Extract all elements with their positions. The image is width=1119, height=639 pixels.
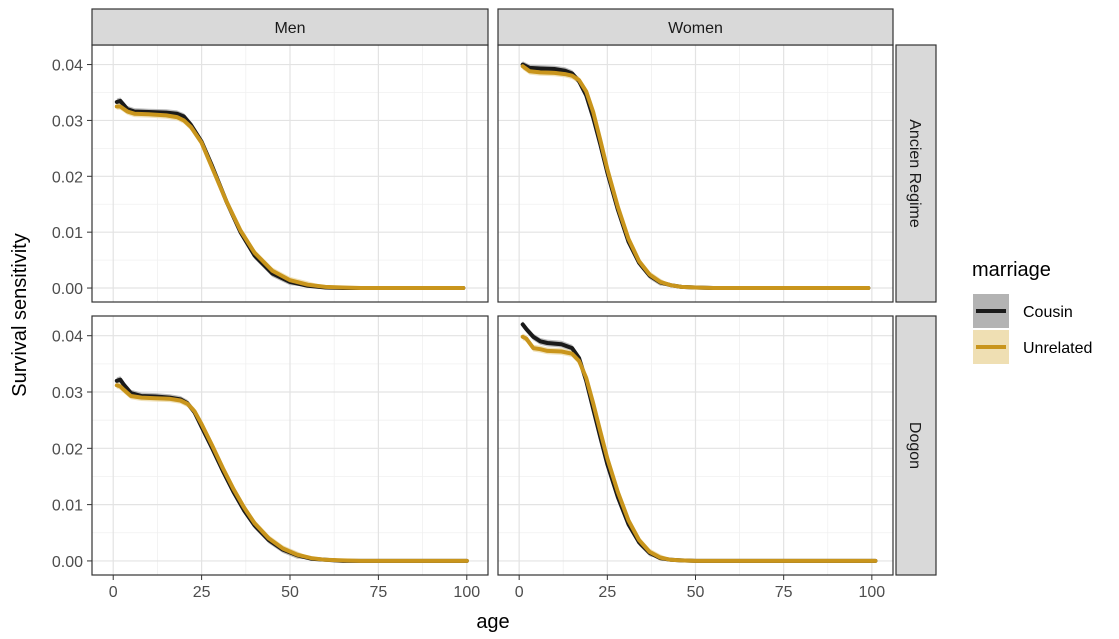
panel-women-ancien-regime xyxy=(497,44,894,303)
facet-strip-men xyxy=(91,8,489,46)
y-tick-label: 0.04 xyxy=(52,329,83,346)
x-tick-label: 0 xyxy=(515,584,524,601)
legend-label: Unrelated xyxy=(1023,340,1092,357)
facet-strip-label: Men xyxy=(274,20,305,37)
legend-title: marriage xyxy=(972,259,1051,281)
y-tick-label: 0.00 xyxy=(52,554,83,571)
legend-label: Cousin xyxy=(1023,304,1073,321)
y-tick-label: 0.03 xyxy=(52,113,83,130)
x-tick-label: 75 xyxy=(369,584,387,601)
y-tick-label: 0.01 xyxy=(52,498,83,515)
legend: marriage Cousin Unrelated xyxy=(972,259,1092,364)
x-tick-label: 50 xyxy=(687,584,705,601)
y-tick-label: 0.00 xyxy=(52,281,83,298)
y-tick-label: 0.02 xyxy=(52,169,83,186)
x-tick-label: 0 xyxy=(109,584,118,601)
series-line-unrelated xyxy=(114,383,469,563)
facet-strip-label: Dogon xyxy=(906,422,923,469)
facet-strip-dogon xyxy=(895,315,937,576)
facet-strip-label: Women xyxy=(668,20,723,37)
axes-layer: 0.00 0.01 0.02 0.03 0.04 0.00 0.01 0.02 0.03 0.04… xyxy=(52,58,885,601)
x-tick-label: 100 xyxy=(453,584,480,601)
panel-women-dogon xyxy=(497,315,894,576)
x-tick-label: 100 xyxy=(858,584,885,601)
x-axis-title: age xyxy=(476,611,509,633)
y-axis-title: Survival sensitivity xyxy=(9,233,31,396)
y-tick-label: 0.04 xyxy=(52,58,83,75)
y-tick-label: 0.01 xyxy=(52,225,83,242)
panels-layer xyxy=(91,44,894,576)
series-line-unrelated xyxy=(114,104,466,290)
panel-men-ancien-regime xyxy=(91,44,489,303)
facet-strip-label: Ancien Regime xyxy=(906,119,923,228)
x-tick-label: 25 xyxy=(598,584,616,601)
y-tick-label: 0.03 xyxy=(52,385,83,402)
strips-layer: Men Women Ancien Regime Dogon xyxy=(91,8,937,576)
panel-men-dogon xyxy=(91,315,489,576)
x-tick-label: 75 xyxy=(775,584,793,601)
series-line-unrelated xyxy=(520,64,871,290)
x-tick-label: 50 xyxy=(281,584,299,601)
facet-strip-ancien-regime xyxy=(895,44,937,303)
y-tick-label: 0.02 xyxy=(52,441,83,458)
facet-strip-women xyxy=(497,8,894,46)
x-tick-label: 25 xyxy=(193,584,211,601)
series-line-unrelated xyxy=(520,334,878,563)
